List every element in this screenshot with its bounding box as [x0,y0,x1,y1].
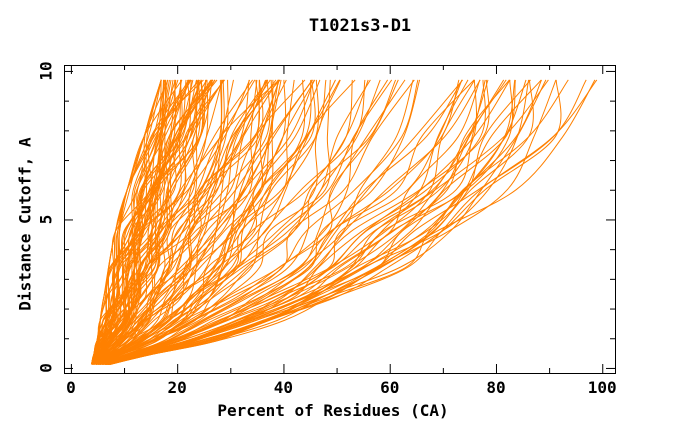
axis-ticks [64,65,615,373]
model-curve [93,79,222,365]
x-tick-label: 20 [168,378,187,397]
model-curve [102,79,406,365]
model-curve [99,79,369,365]
y-tick-label: 10 [36,61,55,80]
x-tick-label: 80 [486,378,505,397]
model-curve [91,79,207,365]
model-curve [92,79,213,365]
model-curve [98,79,327,365]
model-curve [107,79,505,365]
model-curve [104,79,489,365]
model-curve [108,79,569,365]
y-tick-label: 0 [37,363,56,373]
model-curve [108,79,562,365]
model-curve [95,79,261,365]
model-curve [92,79,191,365]
y-tick-labels: 0 5 10 [36,61,55,372]
x-tick-label: 0 [66,378,76,397]
x-tick-labels: 0 20 40 60 80 100 [66,378,617,397]
model-curve [91,79,202,365]
model-curve [101,79,415,365]
model-curve [96,79,280,365]
model-curve [91,79,192,365]
model-curve [99,79,331,365]
model-curves [90,79,598,365]
x-tick-label: 100 [588,378,617,397]
model-curve [109,79,587,365]
x-tick-label: 60 [380,378,399,397]
model-curve [96,79,269,365]
chart-title: T1021s3-D1 [308,16,412,36]
model-curve [106,79,516,365]
y-tick-label: 5 [37,215,56,225]
x-tick-label: 40 [274,378,293,397]
x-axis-label: Percent of Residues (CA) [217,401,449,420]
model-curve [92,79,204,365]
model-curve [108,79,530,365]
model-curve [98,79,295,365]
model-curve [93,79,251,365]
model-curve [101,79,399,365]
model-curve [103,79,460,365]
